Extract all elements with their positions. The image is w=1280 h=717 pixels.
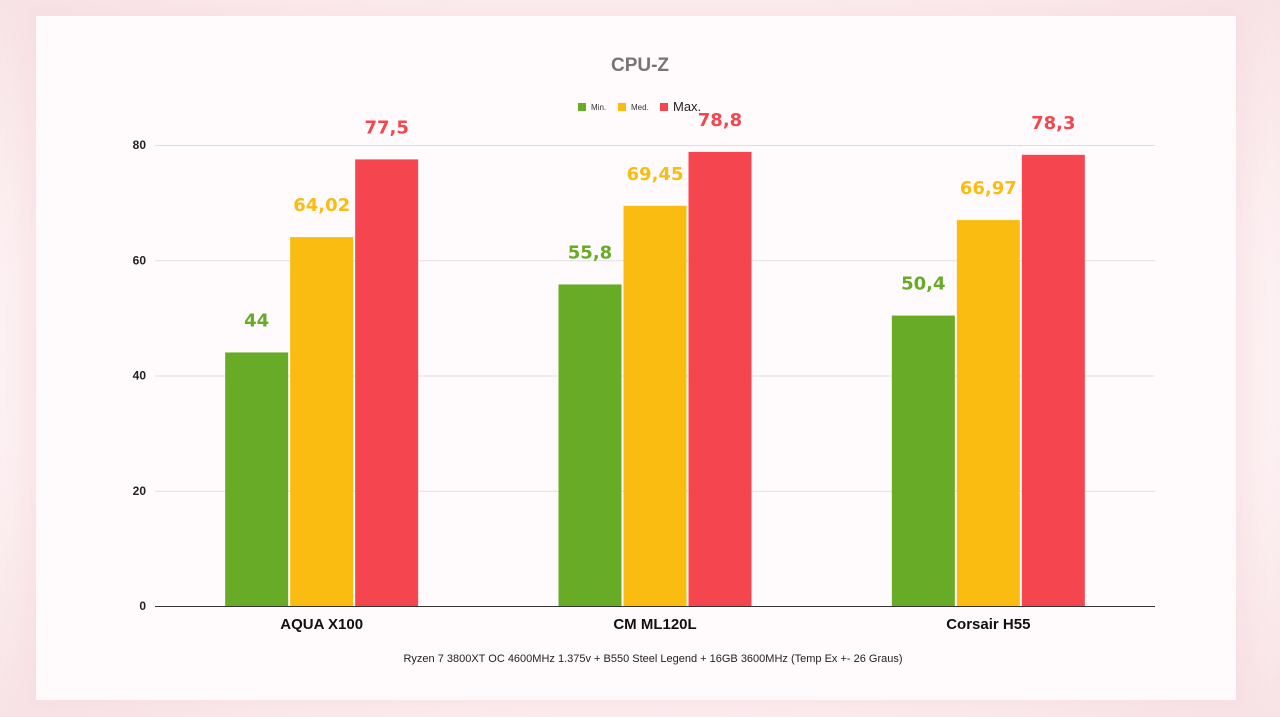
legend-label-med: Med. — [631, 103, 649, 112]
chart-footnote: Ryzen 7 3800XT OC 4600MHz 1.375v + B550 … — [403, 653, 902, 665]
legend-swatch-med — [618, 103, 626, 111]
y-axis-ticks: 0 20 40 60 80 — [133, 138, 147, 613]
bars — [225, 151, 1085, 607]
y-tick-label: 20 — [133, 484, 147, 498]
data-label: 50,4 — [901, 274, 945, 295]
data-label: 44 — [244, 310, 269, 331]
bar-corsair-h55-min — [891, 315, 955, 606]
data-label: 78,8 — [698, 110, 742, 131]
legend: Min. Med. Max. — [578, 99, 701, 114]
data-label: 55,8 — [568, 242, 612, 263]
y-tick-label: 0 — [139, 599, 146, 613]
legend-label-min: Min. — [591, 103, 606, 112]
bar-cm-ml120l-min — [558, 284, 622, 606]
data-label: 77,5 — [364, 117, 408, 138]
y-tick-label: 60 — [133, 253, 147, 267]
bar-aqua-x100-med — [290, 237, 354, 606]
legend-swatch-min — [578, 103, 586, 111]
y-tick-label: 80 — [133, 138, 147, 152]
data-label: 66,97 — [960, 178, 1017, 199]
y-tick-label: 40 — [133, 369, 147, 383]
bar-aqua-x100-min — [225, 352, 289, 606]
bar-cm-ml120l-med — [623, 205, 687, 606]
x-category-label: Corsair H55 — [946, 616, 1030, 633]
bar-aqua-x100-max — [355, 159, 419, 606]
data-label: 78,3 — [1031, 113, 1075, 134]
data-label: 64,02 — [293, 195, 350, 216]
chart-title: CPU-Z — [611, 55, 669, 76]
data-labels: 44 64,02 77,5 55,8 69,45 78,8 50,4 66,97 78,3 — [244, 110, 1075, 332]
bar-corsair-h55-med — [956, 220, 1020, 606]
data-label: 69,45 — [627, 164, 684, 185]
legend-swatch-max — [660, 103, 668, 111]
x-axis-categories: AQUA X100 CM ML120L Corsair H55 — [280, 616, 1030, 633]
bar-corsair-h55-max — [1021, 154, 1085, 606]
x-category-label: CM ML120L — [613, 616, 696, 633]
legend-label-max: Max. — [673, 99, 701, 114]
x-category-label: AQUA X100 — [280, 616, 363, 633]
bar-cm-ml120l-max — [688, 151, 752, 607]
